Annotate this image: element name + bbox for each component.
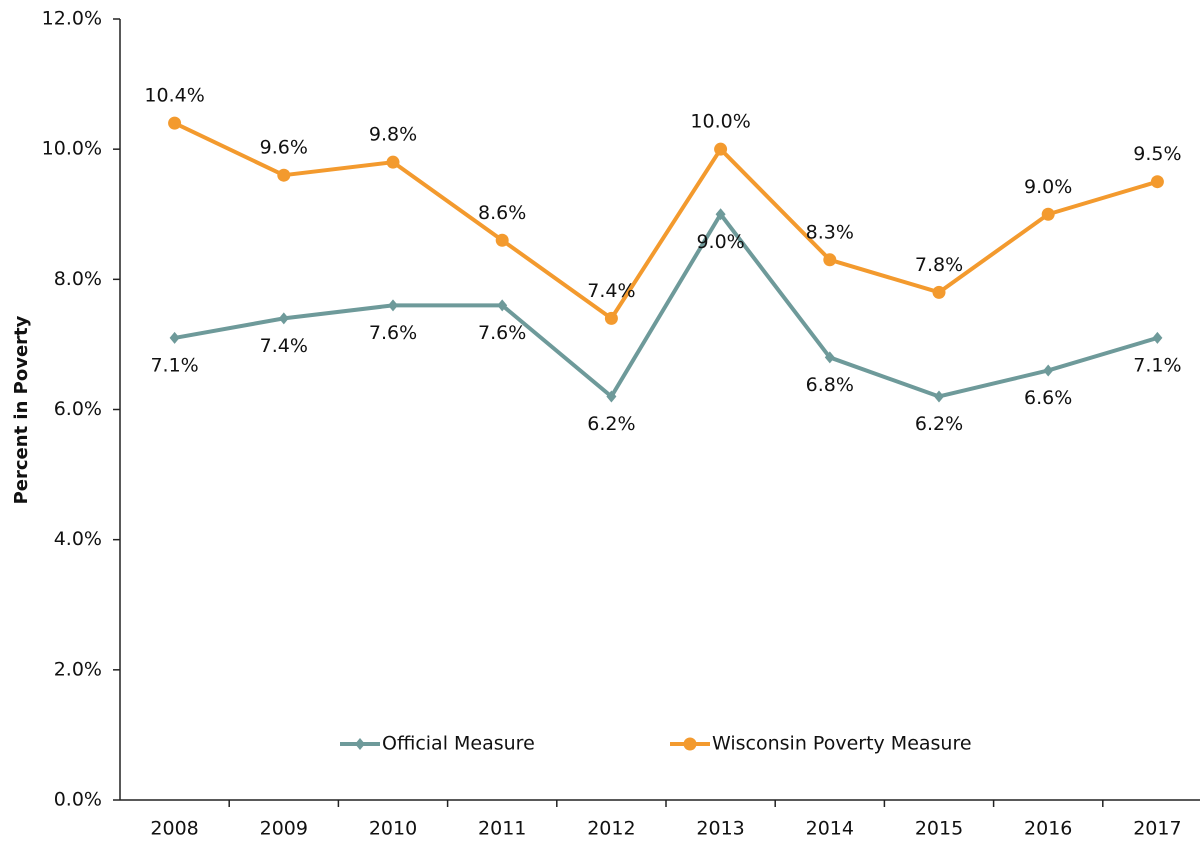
data-label: 10.0% (690, 111, 750, 133)
x-tick-label: 2011 (478, 818, 526, 840)
y-tick-label: 6.0% (54, 398, 102, 420)
data-label: 7.6% (369, 322, 417, 344)
point (1152, 331, 1163, 344)
data-label: 6.2% (587, 413, 635, 435)
point (388, 299, 398, 312)
point (386, 155, 400, 169)
series-line (174, 212, 1158, 399)
y-tick-label: 10.0% (42, 138, 102, 160)
legend-marker (683, 737, 697, 751)
point (1150, 175, 1164, 189)
series-line (173, 121, 1158, 321)
x-tick-label: 2010 (369, 818, 417, 840)
x-tick-label: 2013 (696, 818, 744, 840)
y-tick-label: 12.0% (42, 8, 102, 30)
point (278, 312, 289, 325)
data-label: 7.1% (1133, 354, 1181, 376)
y-tick-label: 0.0% (54, 789, 102, 811)
legend-marker (355, 738, 365, 750)
data-label: 9.0% (696, 231, 744, 253)
x-tick-label: 2014 (806, 818, 854, 840)
point (1041, 207, 1055, 221)
data-label: 7.4% (587, 280, 635, 302)
data-label: 8.3% (806, 221, 854, 243)
x-tick-label: 2015 (915, 818, 963, 840)
data-label: 7.6% (478, 322, 526, 344)
point (934, 390, 944, 403)
data-label: 10.4% (144, 85, 204, 107)
y-tick-label: 4.0% (54, 528, 102, 550)
y-tick-label: 8.0% (54, 268, 102, 290)
point (824, 351, 835, 364)
point (1043, 364, 1054, 377)
y-tick-label: 2.0% (54, 658, 102, 680)
data-label: 9.8% (369, 124, 417, 146)
data-label: 6.6% (1024, 387, 1072, 409)
data-label: 6.8% (806, 374, 854, 396)
data-label: 9.6% (260, 137, 308, 159)
data-label: 7.1% (150, 354, 198, 376)
data-label: 7.8% (915, 254, 963, 276)
point (714, 142, 728, 156)
x-tick-label: 2009 (260, 818, 308, 840)
x-tick-label: 2012 (587, 818, 635, 840)
legend-label: Official Measure (382, 733, 535, 755)
data-label: 9.5% (1133, 143, 1181, 165)
point (497, 299, 508, 312)
x-tick-label: 2017 (1133, 818, 1181, 840)
legend-label: Wisconsin Poverty Measure (712, 733, 972, 755)
point (168, 116, 182, 130)
point (606, 390, 617, 403)
point (277, 168, 291, 182)
point (169, 331, 180, 344)
x-tick-label: 2008 (150, 818, 198, 840)
data-label: 6.2% (915, 413, 963, 435)
data-label: 9.0% (1024, 176, 1072, 198)
point (715, 208, 726, 221)
point (495, 233, 509, 247)
point (932, 285, 946, 299)
y-axis-title: Percent in Poverty (11, 315, 32, 504)
data-label: 7.4% (260, 335, 308, 357)
x-tick-label: 2016 (1024, 818, 1072, 840)
data-label: 8.6% (478, 202, 526, 224)
point (823, 253, 837, 267)
point (604, 311, 618, 325)
